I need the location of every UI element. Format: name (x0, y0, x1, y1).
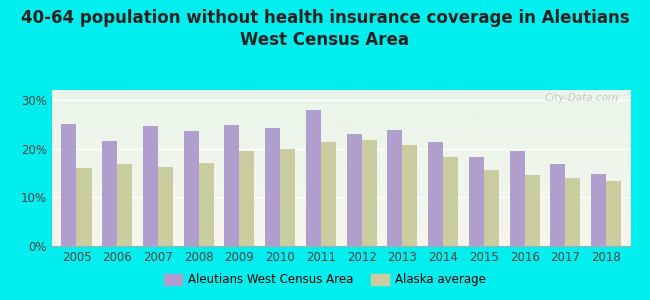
Bar (551, 164, 566, 246)
Bar (606, 181, 621, 246)
Bar (346, 134, 361, 246)
Bar (510, 151, 525, 246)
Bar (183, 131, 199, 246)
Bar (387, 130, 402, 246)
Legend: Aleutians West Census Area, Alaska average: Aleutians West Census Area, Alaska avera… (160, 269, 490, 291)
Bar (361, 140, 377, 246)
Bar (443, 157, 458, 246)
Text: 40-64 population without health insurance coverage in Aleutians
West Census Area: 40-64 population without health insuranc… (21, 9, 629, 49)
Bar (224, 125, 239, 246)
Bar (484, 170, 499, 246)
Bar (158, 167, 173, 246)
Bar (239, 151, 254, 246)
Bar (321, 142, 336, 246)
Bar (525, 175, 540, 246)
Bar (469, 157, 484, 246)
Bar (402, 145, 417, 246)
Bar (265, 128, 280, 246)
Bar (306, 110, 321, 246)
Bar (591, 174, 606, 246)
Text: City-Data.com: City-Data.com (545, 93, 619, 103)
Bar (143, 126, 158, 246)
Bar (428, 142, 443, 246)
Bar (102, 141, 117, 246)
Bar (77, 168, 92, 246)
Bar (61, 124, 77, 246)
Bar (199, 163, 214, 246)
Bar (280, 148, 295, 246)
Bar (566, 178, 580, 246)
Bar (117, 164, 132, 246)
